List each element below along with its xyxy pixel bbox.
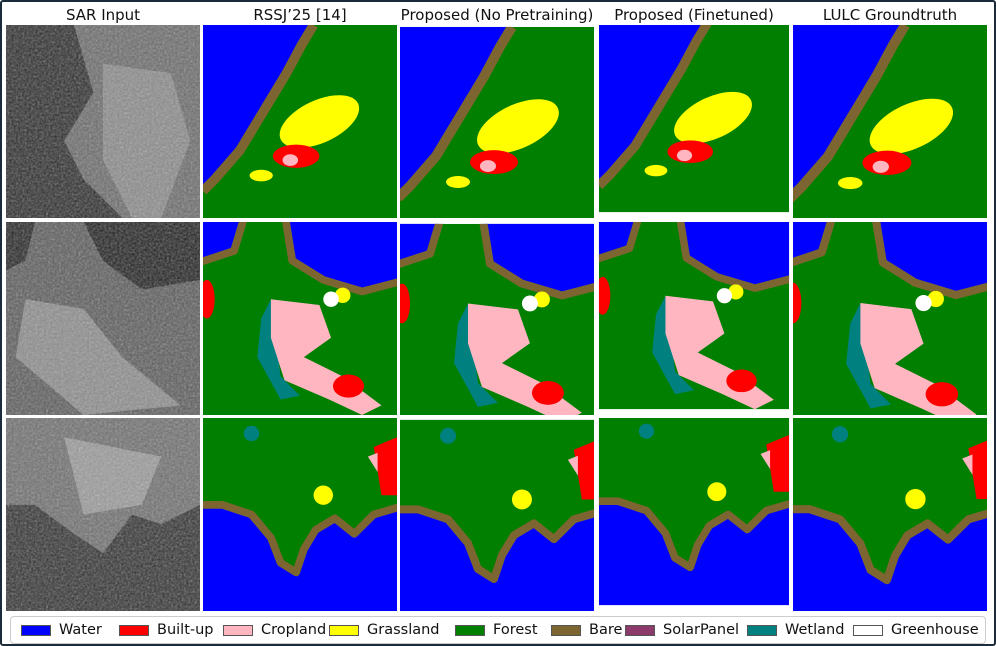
sar-image [6, 418, 200, 611]
panel-content [6, 418, 200, 611]
segmentation-map [793, 222, 987, 415]
panel-content [400, 222, 594, 415]
segmentation-map [203, 418, 397, 611]
column-header: SAR Input [65, 6, 141, 24]
panel-content [400, 418, 594, 611]
sar-image [6, 25, 200, 218]
panel-content [203, 418, 397, 611]
legend-label: Wetland [785, 622, 845, 638]
legend-swatch [223, 625, 253, 636]
legend-label: Forest [493, 622, 538, 638]
segmentation-map [400, 418, 594, 611]
legend-swatch [455, 625, 485, 636]
panel-content [597, 222, 791, 409]
segmentation-map [793, 418, 987, 611]
segmentation-map [793, 25, 987, 218]
legend-swatch [747, 625, 777, 636]
segmentation-map [400, 25, 594, 218]
panel-content [203, 222, 397, 415]
segmentation-map [597, 418, 791, 611]
sar-image [6, 222, 200, 415]
segmentation-map [203, 25, 397, 218]
panel-content [793, 418, 987, 611]
segmentation-map [203, 222, 397, 415]
panel-content [793, 222, 987, 415]
panel-content [203, 25, 397, 218]
legend-label: Water [59, 622, 102, 638]
legend: Water Built-up Cropland Grassland Forest Bare… [10, 616, 986, 644]
legend-label: Greenhouse [891, 622, 979, 638]
legend-swatch [625, 625, 655, 636]
segmentation-map [400, 222, 594, 415]
panel-content [597, 418, 791, 605]
legend-swatch [329, 625, 359, 636]
legend-swatch [119, 625, 149, 636]
panel-content [400, 27, 594, 218]
legend-label: SolarPanel [663, 622, 740, 638]
column-header: RSSJ’25 [14] [253, 6, 347, 24]
legend-swatch [853, 625, 883, 636]
legend-label: Cropland [261, 622, 327, 638]
segmentation-map [597, 222, 791, 415]
panel-content [793, 25, 987, 218]
legend-label: Built-up [157, 622, 214, 638]
legend-label: Grassland [367, 622, 440, 638]
panel-content [6, 222, 200, 415]
panel-content [6, 25, 200, 218]
panel-content [599, 25, 789, 212]
legend-swatch [551, 625, 581, 636]
legend-label: Bare [589, 622, 623, 638]
segmentation-map [597, 25, 791, 218]
column-header: LULC Groundtruth [822, 6, 958, 24]
legend-swatch [21, 625, 51, 636]
column-header: Proposed (No Pretraining) [400, 6, 594, 24]
column-header: Proposed (Finetuned) [614, 6, 774, 24]
